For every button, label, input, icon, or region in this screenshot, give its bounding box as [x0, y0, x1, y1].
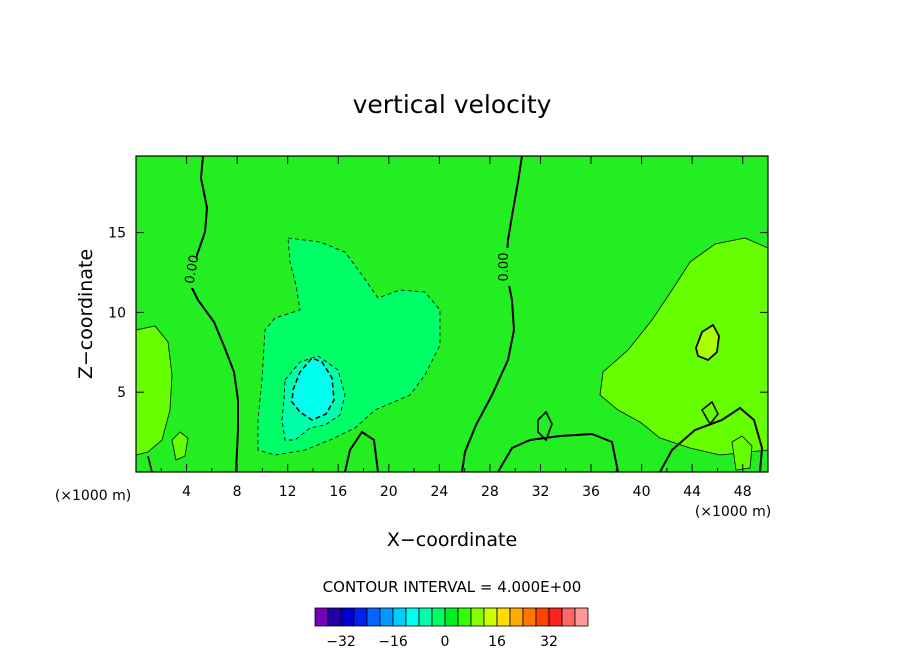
- colorbar-swatch: [366, 607, 381, 627]
- colorbar-swatch: [509, 607, 524, 627]
- region-plus-4-small: [171, 431, 189, 461]
- region-plus-8: [695, 323, 720, 362]
- colorbar-swatch: [470, 607, 485, 627]
- y-axis-ticks: 5 10 15: [108, 226, 768, 401]
- zero-contour-bottom-mid: [344, 430, 379, 472]
- colorbar-tick-label: 0: [441, 634, 450, 650]
- label-gap: [184, 254, 196, 288]
- zero-contour-bottom-right: [497, 432, 619, 472]
- colorbar-swatch: [392, 607, 407, 627]
- colorbar-swatch: [483, 607, 498, 627]
- colorbar-tick-label: 16: [488, 634, 506, 650]
- zero-contour-label-right: 0.00: [497, 253, 512, 282]
- y-tick-label: 5: [117, 385, 126, 401]
- colorbar-tick-label: −32: [326, 634, 356, 650]
- colorbar-swatch: [379, 607, 394, 627]
- colorbar-tick-label: −16: [378, 634, 408, 650]
- zero-contour-left: [186, 156, 239, 472]
- x-tick-label: 8: [233, 484, 242, 500]
- y-tick-label: 15: [108, 226, 126, 242]
- region-plus-4-small: [731, 435, 753, 471]
- x-tick-label: 28: [481, 484, 499, 500]
- x-axis-ticks: 4 8 12 16 20 24 28 32 36 40 44 48: [160, 156, 752, 500]
- colorbar-swatch: [574, 607, 589, 627]
- colorbar-swatch: [522, 607, 537, 627]
- zero-contour-label-left: 0.00: [183, 254, 203, 285]
- region-minus-12: [291, 357, 335, 421]
- zero-contour-small: [147, 455, 153, 472]
- zero-contour-right: [461, 156, 523, 472]
- x-tick-label: 40: [633, 484, 651, 500]
- x-tick-label: 12: [279, 484, 297, 500]
- x-axis-unit-right: (×1000 m): [695, 504, 771, 520]
- colorbar-ticks: −32 −16 0 16 32: [326, 634, 558, 650]
- y-tick-label: 10: [108, 305, 126, 321]
- label-gap: [502, 248, 514, 286]
- contour-field: 0.00 0.00: [136, 156, 768, 472]
- x-tick-label: 20: [380, 484, 398, 500]
- colorbar-swatch: [353, 607, 368, 627]
- region-plus-4: [599, 237, 768, 456]
- x-axis-unit-left: (×1000 m): [55, 488, 131, 504]
- zero-contour-bottom-right-2: [659, 406, 764, 472]
- zero-contour-small: [537, 410, 553, 442]
- colorbar-swatch: [405, 607, 420, 627]
- x-tick-label: 44: [683, 484, 701, 500]
- colorbar-swatch: [444, 607, 459, 627]
- x-tick-label: 36: [582, 484, 600, 500]
- x-tick-label: 16: [329, 484, 347, 500]
- chart-title: vertical velocity: [353, 90, 552, 119]
- x-tick-label: 32: [532, 484, 550, 500]
- zero-contour-small: [700, 400, 719, 426]
- colorbar: [314, 607, 589, 627]
- colorbar-swatch: [327, 607, 342, 627]
- region-plus-4-left: [136, 325, 173, 456]
- colorbar-swatch: [340, 607, 355, 627]
- colorbar-swatch: [535, 607, 550, 627]
- y-axis-label: Z−coordinate: [75, 249, 97, 379]
- x-tick-label: 4: [182, 484, 191, 500]
- x-tick-label: 24: [430, 484, 448, 500]
- x-tick-label: 48: [734, 484, 752, 500]
- colorbar-swatch: [548, 607, 563, 627]
- colorbar-swatch: [314, 607, 329, 627]
- x-axis-label: X−coordinate: [387, 529, 517, 551]
- colorbar-tick-label: 32: [540, 634, 558, 650]
- contour-interval-text: CONTOUR INTERVAL = 4.000E+00: [323, 578, 582, 596]
- colorbar-swatch: [431, 607, 446, 627]
- colorbar-swatch: [496, 607, 511, 627]
- colorbar-swatch: [418, 607, 433, 627]
- colorbar-swatch: [457, 607, 472, 627]
- plot-frame: [135, 155, 769, 473]
- colorbar-swatch: [561, 607, 576, 627]
